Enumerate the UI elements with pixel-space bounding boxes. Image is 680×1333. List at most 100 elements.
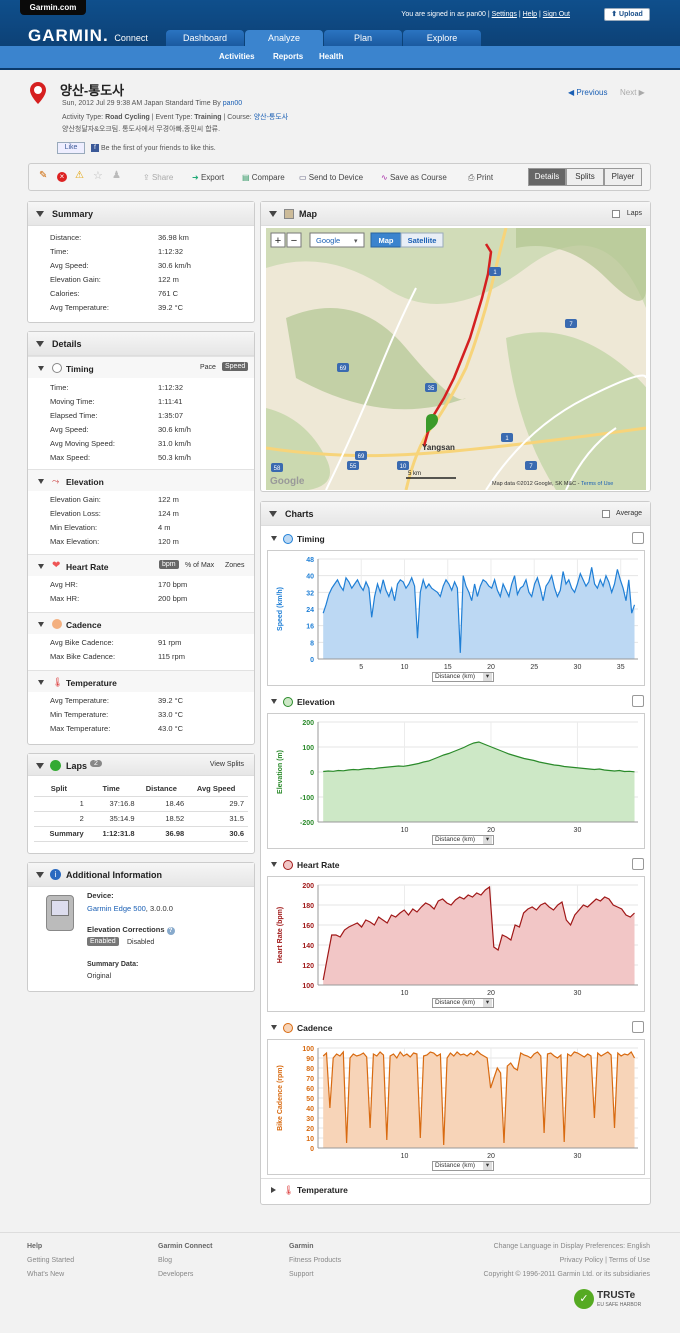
tab-dashboard[interactable]: Dashboard (166, 30, 244, 46)
chart-2[interactable]: 100 120 140 160 180 200 10 20 30 Heart Rate (bpm)… (267, 876, 645, 1012)
tab-plan[interactable]: Plan (324, 30, 402, 46)
compare-button[interactable]: ▤ Compare (242, 173, 285, 182)
x-axis-select[interactable]: Distance (km) ▾ (432, 672, 494, 682)
footer-blog-link[interactable]: Blog (158, 1257, 173, 1264)
x-axis-select[interactable]: Distance (km) ▾ (432, 1161, 494, 1171)
help-icon[interactable]: ? (166, 927, 175, 935)
footer-fitness-products-link[interactable]: Fitness Products (289, 1257, 342, 1264)
cadence-section-header[interactable]: Cadence (28, 612, 254, 634)
zones-toggle[interactable]: Zones (225, 562, 245, 569)
collapse-icon[interactable] (271, 536, 277, 541)
activity-type-value[interactable]: Road Cycling (105, 114, 150, 121)
user-link[interactable]: pan00 (222, 100, 243, 107)
collapse-icon[interactable] (38, 564, 44, 569)
chart-header-3[interactable]: Cadence (261, 1017, 650, 1039)
help-link[interactable]: Help (522, 11, 538, 18)
activity-title[interactable]: 양산-통도사 (60, 83, 125, 98)
average-checkbox[interactable] (602, 510, 610, 518)
additional-info-header[interactable]: i Additional Information (28, 863, 254, 887)
export-button[interactable]: ➜ Export (192, 173, 224, 182)
chart-0[interactable]: 0 8 16 24 32 40 48 5 10 15 20 25 30 35 Speed (km/h) Dis… (267, 550, 645, 686)
collapse-icon[interactable] (36, 211, 44, 217)
heart-rate-section-header[interactable]: ❤ Heart Rate bpm % of Max Zones (28, 554, 254, 576)
collapse-icon[interactable] (36, 872, 44, 878)
edit-pencil-icon[interactable]: ✎ (39, 170, 48, 181)
timing-section-header[interactable]: Timing Pace Speed (28, 356, 254, 378)
enabled-toggle[interactable]: Enabled (87, 937, 119, 946)
privacy-icon[interactable]: ♟ (112, 170, 121, 181)
view-player-button[interactable]: Player (604, 168, 642, 186)
view-details-button[interactable]: Details (528, 168, 566, 186)
laps-header[interactable]: Laps 2 View Splits (28, 754, 254, 776)
footer-privacy-link[interactable]: Privacy Policy | Terms of Use (559, 1257, 650, 1264)
delete-icon[interactable]: × (57, 172, 67, 182)
footer-whats-new-link[interactable]: What's New (27, 1271, 65, 1278)
subnav-health[interactable]: Health (319, 52, 344, 61)
sign-out-link[interactable]: Sign Out (542, 11, 570, 18)
table-row[interactable]: 1 37:16.8 18.46 29.7 (34, 796, 248, 812)
pace-toggle[interactable]: Pace (200, 364, 216, 371)
footer-getting-started-link[interactable]: Getting Started (27, 1257, 75, 1264)
chart-3[interactable]: 0 10 20 30 40 50 60 70 80 90 100 10 20 30 Bike Cadence… (267, 1039, 645, 1175)
garmin-connect-logo[interactable]: GARMIN. Connect (28, 26, 148, 46)
chart-header-2[interactable]: Heart Rate (261, 854, 650, 876)
laps-checkbox[interactable] (612, 210, 620, 218)
chart-1[interactable]: -200 -100 0 100 200 10 20 30 Elevation (m) Distan… (267, 713, 645, 849)
elevation-section-header[interactable]: ⤳ Elevation (28, 469, 254, 491)
zoom-in-button[interactable] (270, 232, 286, 248)
send-to-device-button[interactable]: ▭ Send to Device (299, 173, 363, 182)
collapse-icon[interactable] (38, 479, 44, 484)
expand-arrow-icon[interactable] (271, 1187, 276, 1193)
collapse-icon[interactable] (38, 366, 44, 371)
collapse-icon[interactable] (269, 211, 277, 217)
speed-toggle[interactable]: Speed (222, 362, 249, 371)
warning-icon[interactable]: ⚠ (75, 170, 84, 181)
map-header[interactable]: Map Laps (261, 202, 650, 226)
collapse-icon[interactable] (269, 511, 277, 517)
footer-developers-link[interactable]: Developers (158, 1271, 194, 1278)
collapse-icon[interactable] (38, 680, 44, 685)
expand-icon[interactable] (632, 858, 644, 870)
favorite-star-icon[interactable]: ☆ (93, 170, 103, 182)
chart-header-1[interactable]: Elevation (261, 691, 650, 713)
course-link[interactable]: 양산-통도사 (253, 114, 289, 121)
view-splits-link[interactable]: View Splits (209, 761, 244, 768)
route-map[interactable]: + − Google ▾ Map Satellite Yangsan 1 69 69… (266, 228, 646, 490)
collapse-icon[interactable] (271, 699, 277, 704)
details-header[interactable]: Details (28, 332, 254, 356)
footer-support-link[interactable]: Support (289, 1271, 314, 1278)
upload-button[interactable]: ⬆ Upload (604, 8, 650, 21)
collapse-icon[interactable] (271, 862, 277, 867)
collapse-icon[interactable] (36, 341, 44, 347)
save-as-course-button[interactable]: ∿ Save as Course (381, 173, 447, 182)
tab-analyze[interactable]: Analyze (245, 30, 323, 46)
charts-header[interactable]: Charts Average (261, 502, 650, 526)
map-provider-select[interactable] (309, 232, 365, 248)
table-row[interactable]: 2 35:14.9 18.52 31.5 (34, 811, 248, 827)
temperature-section-header[interactable]: 🌡 Temperature (28, 670, 254, 692)
map-type-satellite-button[interactable] (400, 232, 444, 248)
start-marker-icon[interactable] (426, 414, 438, 433)
truste-seal[interactable]: ✓ TRUSTe EU SAFE HARBOR (574, 1289, 650, 1311)
percent-max-toggle[interactable]: % of Max (185, 562, 215, 569)
collapse-icon[interactable] (36, 763, 44, 769)
print-button[interactable]: ⎙ Print (468, 173, 493, 183)
garmin-com-link[interactable]: Garmin.com (20, 0, 86, 15)
bpm-toggle[interactable]: bpm (159, 560, 179, 569)
subnav-reports[interactable]: Reports (273, 52, 304, 61)
collapse-icon[interactable] (271, 1025, 277, 1030)
settings-link[interactable]: Settings (491, 11, 517, 18)
expand-icon[interactable] (632, 1021, 644, 1033)
activity-description[interactable]: 양산청달자&오크팀. 통도사에서 무경아빠,종민씨 합류. (62, 126, 221, 133)
view-splits-button[interactable]: Splits (566, 168, 604, 186)
footer-language-link[interactable]: Change Language in Display Preferences: … (493, 1243, 650, 1250)
subnav-activities[interactable]: Activities (219, 52, 255, 61)
temperature-chart-header[interactable]: 🌡 Temperature (261, 1178, 650, 1200)
x-axis-select[interactable]: Distance (km) ▾ (432, 998, 494, 1008)
next-link[interactable]: Next ▶ (620, 88, 645, 97)
previous-link[interactable]: ◀ Previous (568, 88, 608, 97)
expand-icon[interactable] (632, 532, 644, 544)
device-link[interactable]: Garmin Edge 500 (87, 904, 146, 913)
event-type-value[interactable]: Training (194, 114, 222, 121)
tab-explore[interactable]: Explore (403, 30, 481, 46)
